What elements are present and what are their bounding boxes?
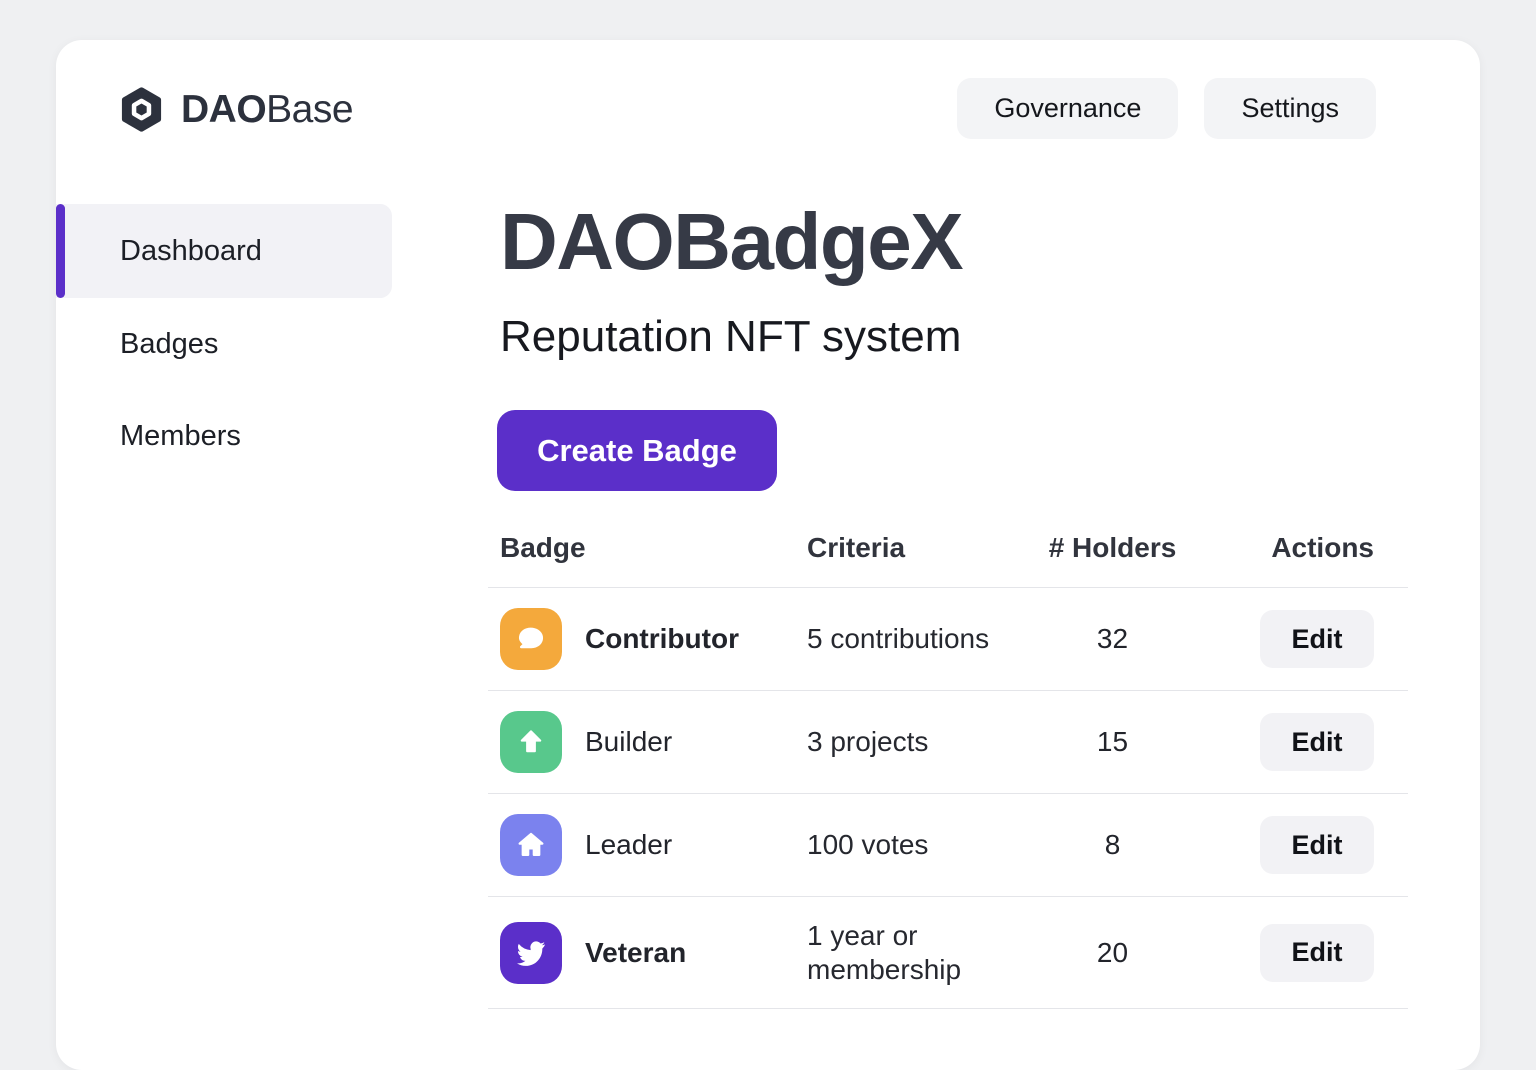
sidebar-item-dashboard[interactable]: Dashboard — [56, 204, 392, 298]
sidebar: Dashboard Badges Members — [56, 204, 392, 482]
governance-button[interactable]: Governance — [957, 78, 1179, 139]
sidebar-item-label: Members — [120, 419, 241, 452]
badge-holders: 15 — [1096, 726, 1129, 757]
page-title: DAOBadgeX — [500, 197, 964, 286]
table-row: Contributor 5 contributions 32 Edit — [488, 588, 1408, 691]
home-icon — [500, 814, 562, 876]
app-card: DAOBase Governance Settings Dashboard Ba… — [56, 40, 1480, 1070]
badge-criteria: 3 projects — [807, 726, 929, 758]
edit-button[interactable]: Edit — [1260, 923, 1374, 982]
sidebar-item-label: Dashboard — [120, 234, 262, 267]
header-criteria: Criteria — [807, 531, 906, 563]
page-subtitle: Reputation NFT system — [500, 312, 962, 361]
active-indicator-bar — [56, 204, 65, 298]
settings-button[interactable]: Settings — [1204, 78, 1376, 139]
chat-bubble-icon — [500, 608, 562, 670]
arrow-up-icon — [500, 711, 562, 773]
badge-criteria: 1 year or membership — [807, 920, 962, 985]
sidebar-item-badges[interactable]: Badges — [56, 298, 392, 390]
badge-name: Veteran — [585, 936, 687, 968]
badge-holders: 8 — [1104, 829, 1121, 860]
badge-name: Contributor — [585, 623, 739, 654]
brand: DAOBase — [118, 86, 354, 133]
table-header-row: Badge Criteria # Holders Actions — [488, 508, 1408, 588]
badge-criteria: 5 contributions — [807, 623, 990, 655]
header-badge: Badge — [500, 531, 586, 563]
badges-table: Badge Criteria # Holders Actions Contrib… — [488, 508, 1408, 1009]
header-holders: # Holders — [1048, 531, 1177, 563]
sidebar-item-label: Badges — [120, 327, 219, 360]
twitter-icon — [500, 921, 562, 984]
badge-holders: 32 — [1096, 623, 1129, 654]
edit-button[interactable]: Edit — [1260, 610, 1374, 668]
brand-name: DAOBase — [181, 87, 354, 131]
sidebar-item-members[interactable]: Members — [56, 390, 392, 482]
badge-name: Leader — [585, 829, 673, 860]
table-row: Leader 100 votes 8 Edit — [488, 794, 1408, 897]
daobase-logo-icon — [121, 87, 162, 132]
table-row: Veteran 1 year or membership 20 Edit — [488, 897, 1408, 1009]
header-actions: Actions — [1271, 531, 1374, 563]
badge-criteria: 100 votes — [807, 829, 929, 861]
edit-button[interactable]: Edit — [1260, 713, 1374, 771]
badge-holders: 20 — [1096, 936, 1129, 968]
create-badge-button[interactable]: Create Badge — [497, 410, 777, 491]
badge-name: Builder — [585, 726, 673, 757]
table-row: Builder 3 projects 15 Edit — [488, 691, 1408, 794]
top-nav: Governance Settings — [957, 78, 1376, 139]
edit-button[interactable]: Edit — [1260, 816, 1374, 874]
